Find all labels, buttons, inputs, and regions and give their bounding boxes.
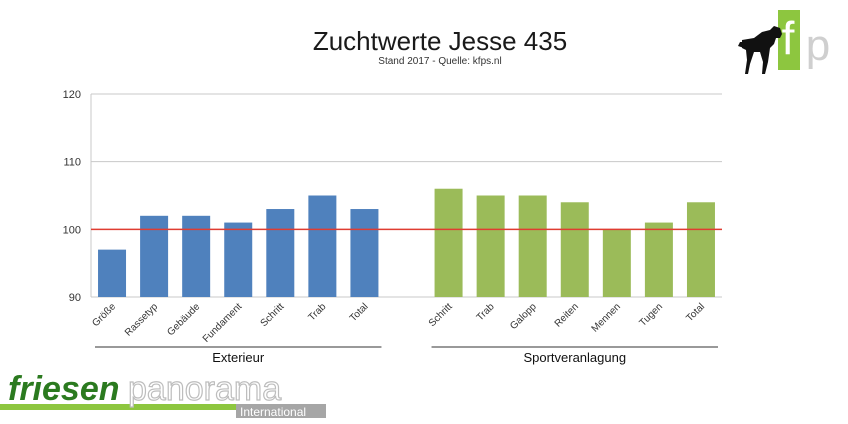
x-tick-label: Tugen bbox=[637, 301, 665, 329]
chart-subtitle: Stand 2017 - Quelle: kfps.nl bbox=[378, 56, 502, 67]
y-tick-label: 90 bbox=[69, 292, 81, 304]
bar-0-2 bbox=[182, 215, 211, 297]
x-tick-label: Mennen bbox=[590, 301, 623, 334]
logo-letter-p: p bbox=[806, 21, 830, 70]
friesenpanorama-logo: friesen panorama International bbox=[0, 369, 326, 419]
bar-0-3 bbox=[224, 222, 253, 297]
x-tick-label: Trab bbox=[306, 301, 328, 323]
x-tick-label: Rassetyp bbox=[123, 301, 161, 339]
chart-title: Zuchtwerte Jesse 435 bbox=[312, 26, 568, 56]
bar-1-3 bbox=[560, 202, 589, 297]
y-tick-label: 100 bbox=[63, 224, 81, 236]
logo-text-friesen: friesen bbox=[8, 370, 120, 408]
x-tick-label: Total bbox=[684, 301, 707, 324]
y-tick-label: 120 bbox=[63, 89, 81, 101]
bar-1-1 bbox=[476, 195, 505, 297]
bar-0-4 bbox=[266, 209, 295, 297]
x-tick-label: Total bbox=[348, 301, 371, 324]
bar-0-1 bbox=[140, 215, 169, 297]
bar-0-5 bbox=[308, 195, 337, 297]
bar-0-6 bbox=[350, 209, 379, 297]
y-tick-label: 110 bbox=[63, 157, 81, 169]
group-label: Exterieur bbox=[212, 350, 265, 365]
x-tick-label: Reiten bbox=[553, 301, 581, 329]
x-tick-label: Größe bbox=[90, 301, 118, 329]
logo-text-international: International bbox=[240, 405, 306, 419]
kfp-logo: f p bbox=[738, 10, 830, 74]
bar-1-2 bbox=[518, 195, 547, 297]
logo-green-bar bbox=[0, 404, 250, 410]
logo-text-panorama: panorama bbox=[128, 370, 281, 408]
x-tick-label: Trab bbox=[475, 301, 497, 323]
bar-1-4 bbox=[602, 229, 631, 297]
logo-green-block bbox=[778, 10, 800, 70]
x-tick-label: Galopp bbox=[508, 301, 539, 332]
logo-letter-f: f bbox=[782, 12, 795, 64]
x-tick-label: Fundament bbox=[201, 301, 245, 345]
bar-0-0 bbox=[98, 249, 127, 297]
group-label: Sportveranlagung bbox=[523, 350, 626, 365]
logo-sub-block bbox=[236, 404, 326, 418]
x-tick-label: Gebäude bbox=[165, 301, 202, 338]
bar-1-6 bbox=[686, 202, 715, 297]
horse-silhouette-icon bbox=[738, 26, 782, 74]
bar-1-5 bbox=[644, 222, 673, 297]
bar-1-0 bbox=[434, 188, 463, 297]
x-tick-label: Schritt bbox=[427, 301, 455, 329]
x-tick-label: Schritt bbox=[259, 301, 287, 329]
